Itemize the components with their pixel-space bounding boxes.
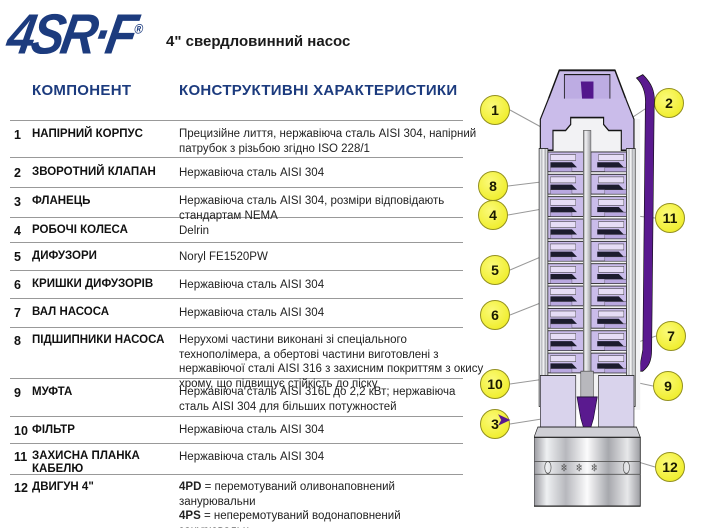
svg-text:❄: ❄ (576, 463, 583, 476)
svg-text:❄: ❄ (591, 463, 598, 476)
svg-text:❄: ❄ (561, 463, 568, 476)
